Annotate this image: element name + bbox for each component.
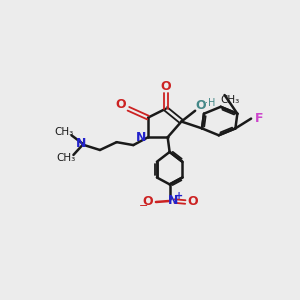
Text: +: + bbox=[176, 191, 184, 201]
Text: ·H: ·H bbox=[205, 98, 215, 108]
Text: F: F bbox=[255, 112, 263, 125]
Text: O: O bbox=[160, 80, 171, 93]
Text: N: N bbox=[76, 136, 86, 150]
Text: O: O bbox=[143, 194, 153, 208]
Text: N: N bbox=[167, 194, 178, 207]
Text: CH₃: CH₃ bbox=[56, 153, 75, 163]
Text: CH₃: CH₃ bbox=[54, 127, 73, 137]
Text: −: − bbox=[138, 201, 148, 211]
Text: O: O bbox=[188, 194, 199, 208]
Text: N: N bbox=[136, 131, 146, 144]
Text: O: O bbox=[196, 99, 206, 112]
Text: CH₃: CH₃ bbox=[220, 95, 239, 105]
Text: O: O bbox=[115, 98, 126, 111]
